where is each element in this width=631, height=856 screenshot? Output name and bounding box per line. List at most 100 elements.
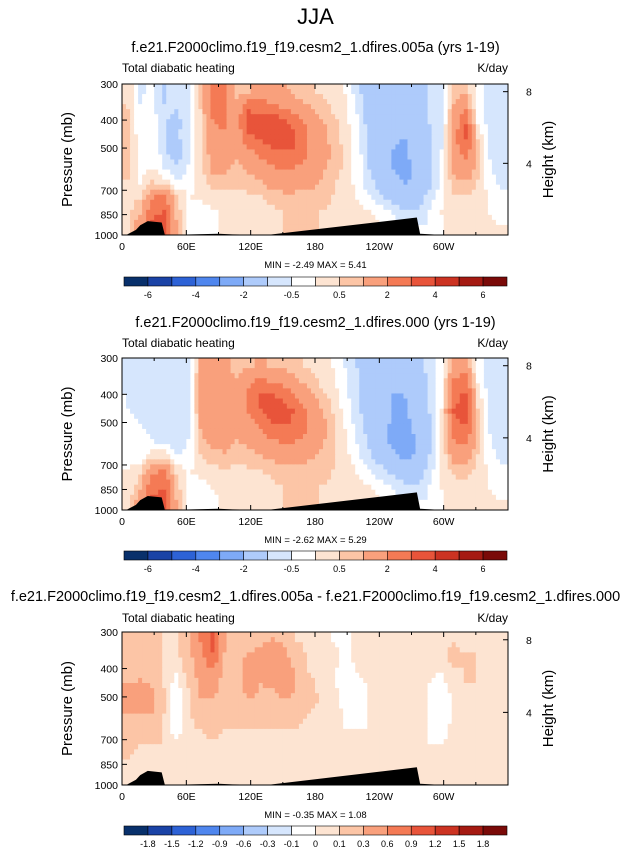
heatmap-cell <box>202 459 207 465</box>
heatmap-cell <box>134 160 139 166</box>
heatmap-cell <box>363 399 368 405</box>
heatmap-cell <box>339 170 344 176</box>
heatmap-cell <box>327 429 332 435</box>
heatmap-cell <box>484 449 489 455</box>
heatmap-cell <box>347 210 352 216</box>
heatmap-cell <box>210 409 215 415</box>
heatmap-cell <box>315 414 320 420</box>
heatmap-cell <box>170 119 175 125</box>
heatmap-cell <box>468 368 473 374</box>
heatmap-cell <box>142 104 147 110</box>
heatmap-cell <box>186 454 191 460</box>
heatmap-cell <box>351 388 356 394</box>
heatmap-cell <box>251 414 256 420</box>
heatmap-cell <box>496 368 501 374</box>
heatmap-cell <box>420 104 425 110</box>
heatmap-cell <box>219 165 224 171</box>
heatmap-cell <box>488 104 493 110</box>
heatmap-cell <box>287 129 292 135</box>
heatmap-cell <box>194 404 199 410</box>
heatmap-cell <box>456 94 461 100</box>
heatmap-cell <box>279 165 284 171</box>
heatmap-cell <box>331 119 336 125</box>
heatmap-cell <box>267 139 272 145</box>
heatmap-cell <box>480 185 485 191</box>
heatmap-cell <box>331 399 336 405</box>
heatmap-cell <box>363 134 368 140</box>
heatmap-cell <box>227 220 232 226</box>
heatmap-cell <box>440 195 445 201</box>
heatmap-cell <box>464 124 469 130</box>
heatmap-cell <box>319 383 324 389</box>
heatmap-cell <box>375 185 380 191</box>
heatmap-cell <box>206 170 211 176</box>
heatmap-cell <box>476 190 481 196</box>
heatmap-cell <box>202 424 207 430</box>
heatmap-cell <box>138 388 143 394</box>
heatmap-cell <box>142 170 147 176</box>
heatmap-cell <box>158 409 163 415</box>
heatmap-cell <box>239 84 244 90</box>
heatmap-cell <box>331 200 336 206</box>
heatmap-cell <box>186 180 191 186</box>
height-tick-label: 4 <box>526 158 532 170</box>
heatmap-cell <box>239 154 244 160</box>
heatmap-cell <box>267 399 272 405</box>
heatmap-cell <box>303 170 308 176</box>
heatmap-cell <box>315 99 320 105</box>
heatmap-cell <box>407 200 412 206</box>
heatmap-cell <box>122 419 127 425</box>
heatmap-cell <box>231 368 236 374</box>
heatmap-cell <box>464 358 469 364</box>
heatmap-cell <box>227 454 232 460</box>
heatmap-cell <box>287 358 292 364</box>
heatmap-cell <box>347 165 352 171</box>
heatmap-cell <box>387 449 392 455</box>
heatmap-cell <box>436 180 441 186</box>
heatmap-cell <box>275 84 280 90</box>
heatmap-cell <box>407 373 412 379</box>
heatmap-cell <box>146 388 151 394</box>
heatmap-cell <box>210 434 215 440</box>
heatmap-cell <box>311 363 316 369</box>
heatmap-cell <box>379 99 384 105</box>
heatmap-cell <box>395 134 400 140</box>
heatmap-cell <box>126 454 131 460</box>
heatmap-cell <box>198 210 203 216</box>
heatmap-cell <box>484 210 489 216</box>
heatmap-cell <box>303 200 308 206</box>
heatmap-cell <box>440 220 445 226</box>
heatmap-cell <box>424 154 429 160</box>
heatmap-cell <box>190 363 195 369</box>
heatmap-cell <box>311 373 316 379</box>
heatmap-cell <box>134 424 139 430</box>
heatmap-cell <box>448 144 453 150</box>
heatmap-cell <box>395 424 400 430</box>
heatmap-cell <box>142 84 147 90</box>
heatmap-cell <box>235 160 240 166</box>
heatmap-cell <box>359 124 364 130</box>
heatmap-cell <box>150 363 155 369</box>
heatmap-cell <box>440 180 445 186</box>
heatmap-cell <box>335 149 340 155</box>
heatmap-cell <box>379 434 384 440</box>
heatmap-cell <box>275 429 280 435</box>
heatmap-cell <box>492 114 497 120</box>
heatmap-cell <box>239 124 244 130</box>
heatmap-cell <box>146 358 151 364</box>
heatmap-cell <box>416 99 421 105</box>
heatmap-cell <box>235 439 240 445</box>
heatmap-cell <box>363 434 368 440</box>
heatmap-cell <box>448 180 453 186</box>
heatmap-cell <box>412 170 417 176</box>
heatmap-cell <box>178 170 183 176</box>
heatmap-cell <box>142 165 147 171</box>
heatmap-cell <box>351 439 356 445</box>
heatmap-cell <box>416 444 421 450</box>
heatmap-cell <box>311 439 316 445</box>
heatmap-cell <box>291 210 296 216</box>
heatmap-cell <box>387 399 392 405</box>
heatmap-cell <box>339 449 344 455</box>
heatmap-cell <box>307 373 312 379</box>
heatmap-cell <box>432 393 437 399</box>
